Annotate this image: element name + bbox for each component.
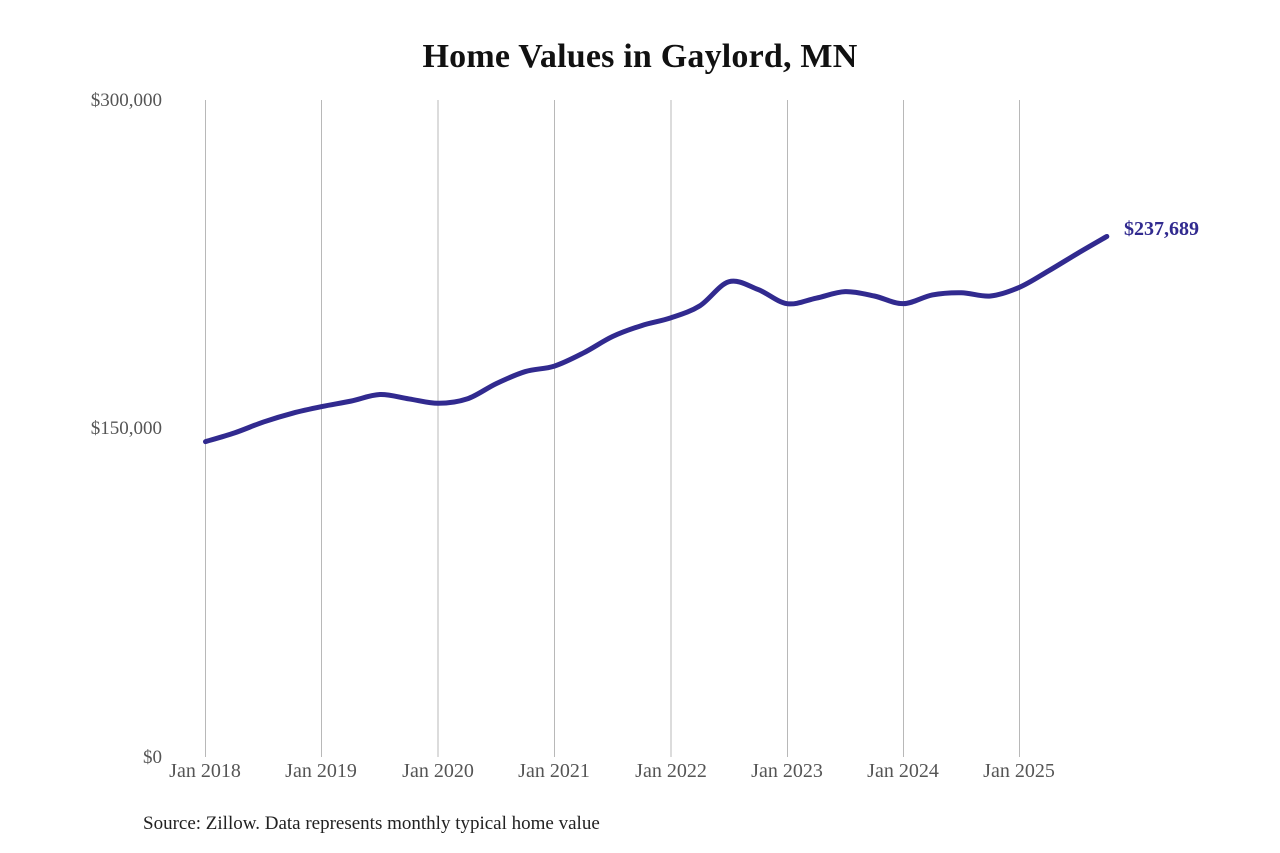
value-line [203,233,1110,445]
x-tick-label-jan-2021: Jan 2021 [518,760,590,782]
x-tick-label-jan-2019: Jan 2019 [285,760,357,782]
x-tick-label-jan-2018: Jan 2018 [169,760,241,782]
x-tick-label-jan-2025: Jan 2025 [983,760,1055,782]
y-tick-label-0: $0 [143,747,162,768]
end-value-annotation: $237,689 [1124,218,1199,240]
x-gridlines [205,100,1020,757]
x-tick-label-jan-2022: Jan 2022 [635,760,707,782]
source-note: Source: Zillow. Data represents monthly … [143,813,600,834]
chart-title: Home Values in Gaylord, MN [422,38,858,75]
y-tick-label-300000: $300,000 [90,90,162,111]
x-tick-label-jan-2023: Jan 2023 [751,760,823,782]
x-tick-label-jan-2024: Jan 2024 [867,760,939,782]
y-tick-label-150000: $150,000 [90,418,162,439]
x-tick-label-jan-2020: Jan 2020 [402,760,474,782]
